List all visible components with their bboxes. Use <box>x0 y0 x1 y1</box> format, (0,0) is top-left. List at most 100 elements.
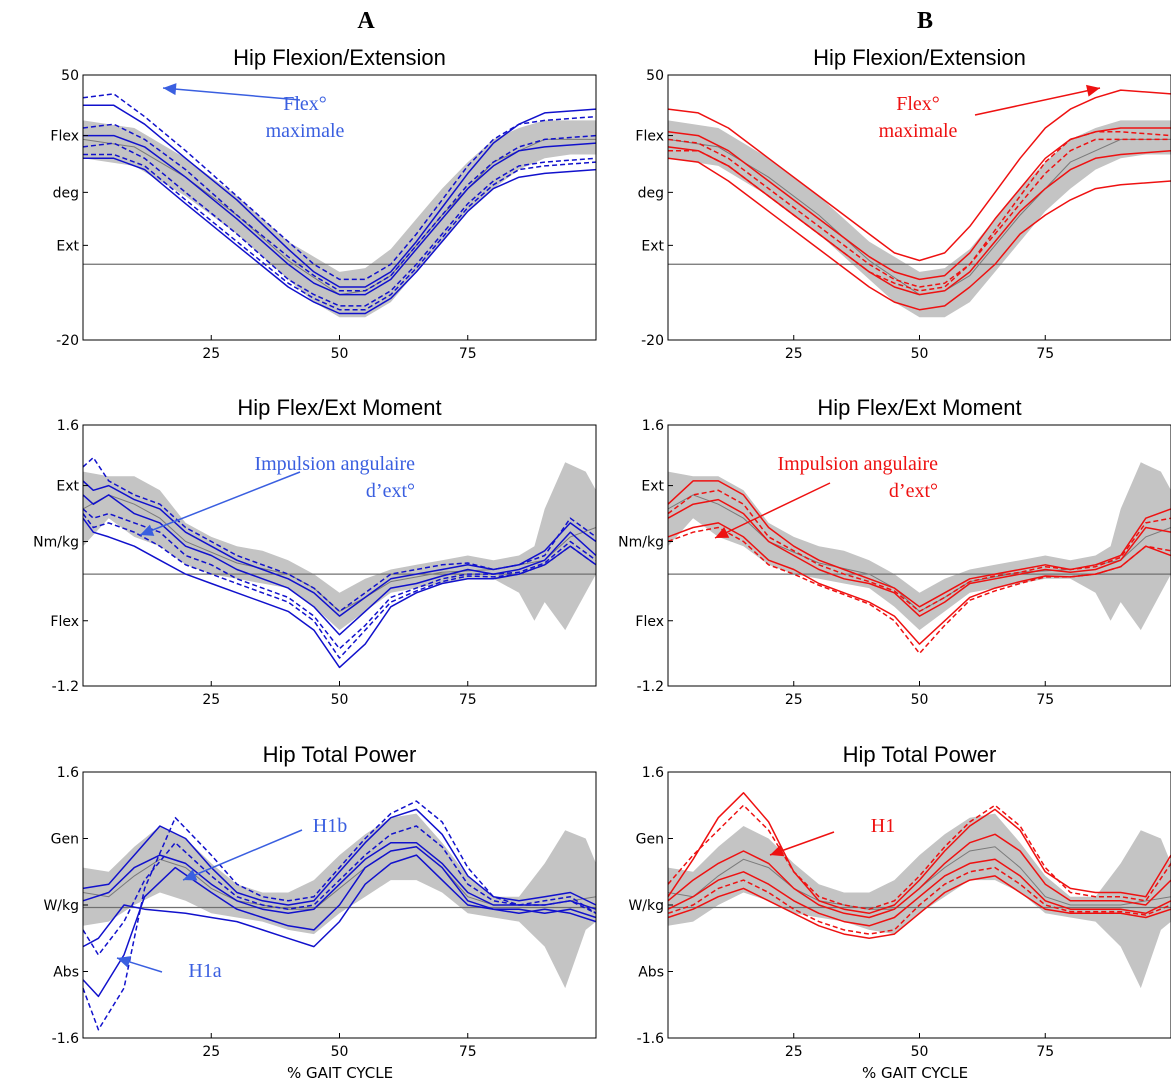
x-tick-label: 75 <box>459 346 477 362</box>
annotation-arrow-line <box>974 87 1101 116</box>
chart-title: Hip Flex/Ext Moment <box>237 395 441 420</box>
y-tick-label: Abs <box>638 965 664 981</box>
annotation-arrowhead <box>140 524 155 536</box>
y-tick-label: -1.6 <box>52 1031 79 1047</box>
annotation-arrow-line <box>182 829 303 881</box>
annotation-arrow-line <box>139 471 301 536</box>
normal-band <box>668 462 1171 631</box>
series-line-4 <box>82 508 597 650</box>
annotation-1-1: Impulsion angulaire d’ext° <box>714 453 938 539</box>
y-tick-label: Gen <box>51 832 79 848</box>
series-line-3 <box>82 93 597 281</box>
normal-band <box>668 120 1171 318</box>
x-tick-label: 25 <box>202 346 220 362</box>
annotation-arrow-line <box>162 87 301 101</box>
chart-title: Hip Flexion/Extension <box>233 45 446 70</box>
series-line-5 <box>82 825 597 956</box>
normal-band <box>83 120 596 318</box>
chart-1-b: Hip Flex/Ext Moment 1.6 Ext Nm/kg Flex -1.2 25… <box>618 395 1171 708</box>
series-line-5 <box>82 513 597 659</box>
y-tick-label: 1.6 <box>642 418 664 434</box>
x-tick-label: 75 <box>459 692 477 708</box>
x-axis-label-a: % GAIT CYCLE <box>287 1064 393 1082</box>
series-line-0 <box>83 104 597 288</box>
x-tick-label: 50 <box>331 1044 349 1060</box>
normal-band <box>83 813 596 989</box>
x-tick-label: 75 <box>1036 346 1054 362</box>
y-tick-label: 50 <box>61 68 79 84</box>
series-line-2 <box>82 854 597 948</box>
chart-title: Hip Flex/Ext Moment <box>817 395 1021 420</box>
series-line-2 <box>82 517 597 669</box>
series-line-3 <box>667 157 1171 311</box>
series-line-2 <box>83 157 597 315</box>
series-line-0 <box>82 808 597 906</box>
annotation-text: H1b <box>313 815 347 837</box>
annotation-0-1: Flex° maximale <box>879 84 1101 142</box>
series-line-4 <box>82 123 597 292</box>
chart-0-b: Hip Flexion/Extension 50 Flex deg Ext -20 25 50… <box>635 45 1171 362</box>
series-line-6 <box>83 153 597 311</box>
series-line-1 <box>82 494 597 636</box>
annotation-text: d’ext° <box>889 480 938 502</box>
normal-mean-line <box>667 138 1171 296</box>
y-tick-label: -1.6 <box>637 1031 664 1047</box>
y-tick-label: Ext <box>641 479 664 495</box>
x-axis-label-b: % GAIT CYCLE <box>862 1064 968 1082</box>
x-tick-label: 75 <box>1036 692 1054 708</box>
series-line-1 <box>667 498 1171 617</box>
y-tick-label: Nm/kg <box>33 535 79 551</box>
annotation-arrowhead <box>770 844 785 857</box>
series-line-2 <box>667 858 1171 927</box>
series-line-0 <box>667 89 1171 262</box>
annotation-text: Impulsion angulaire <box>777 453 938 475</box>
normal-band <box>668 813 1171 989</box>
annotation-arrowhead <box>163 83 177 96</box>
y-tick-label: Nm/kg <box>618 535 664 551</box>
annotation-text: Flex° <box>283 93 327 115</box>
annotation-text: Flex° <box>896 93 940 115</box>
series-line-1 <box>82 841 597 915</box>
annotation-text: d’ext° <box>366 480 415 502</box>
x-tick-label: 50 <box>911 346 929 362</box>
annotation-arrowhead <box>117 956 132 968</box>
x-tick-label: 50 <box>911 1044 929 1060</box>
panel-letter-b: B <box>917 8 933 34</box>
annotation-text: Impulsion angulaire <box>254 453 415 475</box>
chart-1-a: Hip Flex/Ext Moment 1.6 Ext Nm/kg Flex -1.2 25… <box>33 395 597 708</box>
y-tick-label: Ext <box>56 238 79 254</box>
annotation-text: maximale <box>879 120 958 142</box>
y-tick-label: 1.6 <box>57 765 79 781</box>
y-tick-label: 1.6 <box>642 765 664 781</box>
x-tick-label: 50 <box>911 692 929 708</box>
x-tick-label: 75 <box>1036 1044 1054 1060</box>
series-line-4 <box>667 526 1171 655</box>
y-tick-label: W/kg <box>628 898 664 914</box>
x-tick-label: 75 <box>459 1044 477 1060</box>
chart-0-a: Hip Flexion/Extension 50 Flex deg Ext -20 25 50… <box>50 45 597 362</box>
y-tick-label: Gen <box>636 832 664 848</box>
annotation-arrow-line <box>714 482 831 539</box>
series-line-0 <box>667 480 1171 608</box>
y-tick-label: deg <box>638 185 664 201</box>
chart-title: Hip Total Power <box>263 742 417 767</box>
annotation-2-1: H1a <box>116 956 222 982</box>
annotation-2-2: H1 <box>769 815 895 857</box>
y-tick-label: Abs <box>53 965 79 981</box>
series-line-5 <box>82 142 597 307</box>
y-tick-label: -20 <box>641 333 664 349</box>
series-line-1 <box>667 833 1171 919</box>
y-tick-label: Flex <box>50 614 79 630</box>
chart-title: Hip Total Power <box>843 742 997 767</box>
annotation-arrowhead <box>715 526 730 538</box>
chart-2-b: Hip Total Power 1.6 Gen W/kg Abs -1.6 25 50 75 <box>628 742 1171 1060</box>
y-tick-label: Flex <box>50 129 79 145</box>
x-tick-label: 50 <box>331 692 349 708</box>
annotation-0-0: Flex° maximale <box>162 83 345 142</box>
y-tick-label: Ext <box>56 479 79 495</box>
series-line-0 <box>667 792 1171 915</box>
y-tick-label: -1.2 <box>637 679 664 695</box>
y-tick-label: Ext <box>641 238 664 254</box>
chart-title: Hip Flexion/Extension <box>813 45 1026 70</box>
annotation-arrowhead <box>1086 84 1100 97</box>
